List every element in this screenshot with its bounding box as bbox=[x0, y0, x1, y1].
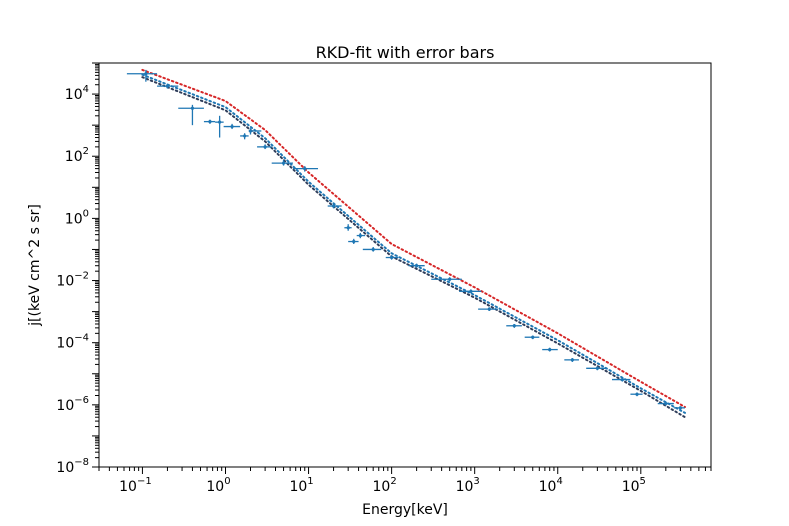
data-point bbox=[203, 119, 216, 124]
data-marker bbox=[208, 120, 212, 124]
data-marker bbox=[570, 358, 574, 362]
data-marker bbox=[358, 233, 362, 238]
data-point bbox=[215, 115, 224, 138]
data-point bbox=[240, 133, 249, 140]
data-point bbox=[385, 255, 399, 260]
data-marker bbox=[352, 239, 356, 244]
data-marker bbox=[165, 84, 170, 88]
data-marker bbox=[218, 120, 222, 124]
data-point bbox=[126, 69, 158, 82]
y-axis-label: j[(keV cm^2 s sr] bbox=[27, 204, 43, 327]
plot-area bbox=[98, 62, 712, 468]
data-point bbox=[630, 392, 643, 397]
plot-frame bbox=[98, 62, 712, 468]
data-marker bbox=[346, 226, 350, 230]
data-marker bbox=[664, 401, 668, 406]
y-tick-label: 10−6 bbox=[56, 395, 89, 414]
data-point bbox=[459, 289, 482, 294]
data-point bbox=[673, 406, 685, 410]
data-marker bbox=[415, 264, 419, 268]
data-marker bbox=[230, 124, 234, 129]
data-marker bbox=[487, 307, 491, 311]
data-point bbox=[327, 203, 342, 209]
x-axis: 10−1 100 101 102 103 104 105 bbox=[98, 467, 712, 495]
y-tick-label: 104 bbox=[65, 84, 89, 103]
fit-line bbox=[141, 73, 686, 414]
data-marker bbox=[620, 377, 624, 382]
data-point bbox=[223, 123, 241, 130]
data-point bbox=[586, 366, 606, 371]
data-marker bbox=[548, 347, 552, 352]
data-point bbox=[348, 238, 359, 244]
y-tick-label: 100 bbox=[65, 208, 89, 227]
x-tick-label: 103 bbox=[456, 476, 480, 495]
data-marker bbox=[635, 392, 639, 396]
data-marker bbox=[281, 161, 286, 165]
data-marker bbox=[512, 324, 516, 328]
data-point bbox=[478, 307, 498, 311]
x-tick-label: 10−1 bbox=[119, 476, 152, 495]
data-points bbox=[126, 69, 685, 410]
data-marker bbox=[678, 406, 683, 410]
x-tick-label: 101 bbox=[289, 476, 313, 495]
data-point bbox=[157, 84, 179, 89]
data-point bbox=[356, 232, 366, 239]
y-tick-label: 10−4 bbox=[56, 333, 89, 352]
data-point bbox=[408, 263, 425, 268]
data-point bbox=[431, 277, 462, 282]
chart-title: RKD-fit with error bars bbox=[316, 43, 495, 62]
data-marker bbox=[390, 255, 394, 260]
data-marker bbox=[448, 277, 452, 281]
data-point bbox=[293, 166, 319, 172]
data-point bbox=[542, 347, 558, 352]
x-tick-label: 104 bbox=[539, 476, 563, 495]
data-marker bbox=[469, 289, 473, 293]
data-marker bbox=[331, 204, 336, 208]
data-marker bbox=[371, 247, 375, 252]
data-marker bbox=[595, 366, 599, 370]
data-point bbox=[524, 335, 540, 340]
data-point bbox=[344, 224, 352, 231]
x-tick-label: 100 bbox=[206, 476, 230, 495]
data-marker bbox=[243, 134, 247, 138]
data-marker bbox=[263, 145, 267, 149]
data-point bbox=[178, 104, 204, 126]
data-point bbox=[362, 247, 382, 252]
y-axis: 10−8 10−6 10−4 10−2 100 102 104 bbox=[56, 62, 99, 476]
x-tick-label: 102 bbox=[373, 476, 397, 495]
data-point bbox=[257, 144, 272, 150]
x-axis-label: Energy[keV] bbox=[362, 502, 448, 518]
data-marker bbox=[531, 335, 535, 339]
data-point bbox=[506, 323, 522, 328]
data-marker bbox=[248, 129, 253, 133]
data-point bbox=[611, 377, 631, 382]
data-marker bbox=[303, 166, 307, 171]
data-point bbox=[657, 401, 674, 406]
data-marker bbox=[144, 72, 148, 76]
data-point bbox=[564, 358, 579, 362]
fit-line bbox=[141, 68, 686, 408]
data-point bbox=[248, 128, 262, 135]
data-marker bbox=[190, 106, 195, 110]
data-point bbox=[271, 160, 294, 166]
y-tick-label: 10−2 bbox=[56, 271, 89, 290]
y-tick-label: 102 bbox=[65, 146, 89, 165]
x-tick-label: 105 bbox=[622, 476, 646, 495]
y-tick-label: 10−8 bbox=[56, 457, 89, 476]
